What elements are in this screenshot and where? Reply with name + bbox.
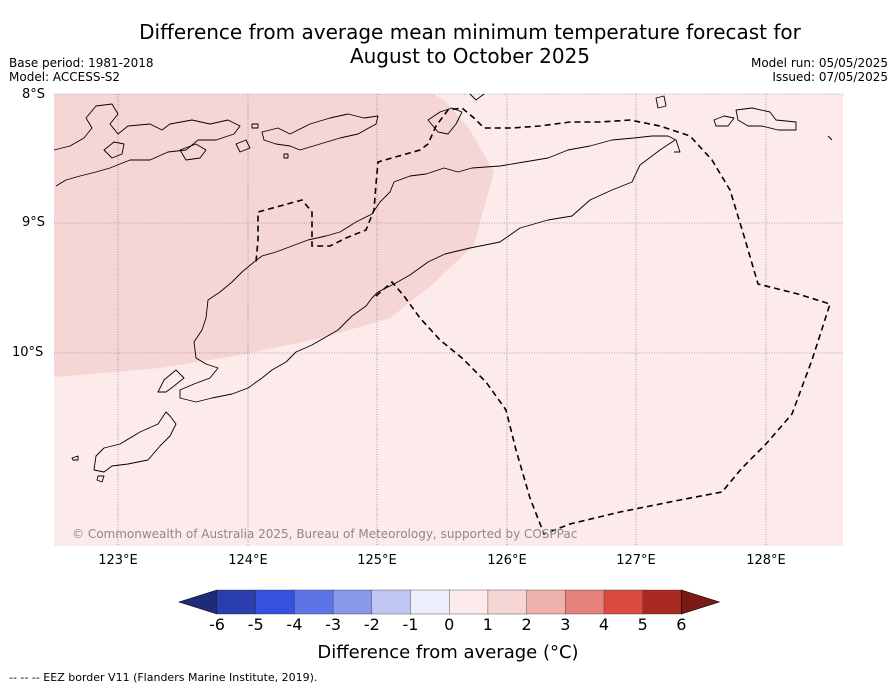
eez-footnote: -- -- -- EEZ border V11 (Flanders Marine… [9,671,318,684]
coastlines [53,93,833,483]
colorbar-tick-label: -2 [363,615,380,634]
coastline-dana [96,475,105,483]
map-title-line1: Difference from average mean minimum tem… [139,20,801,44]
colorbar-swatch [642,589,683,615]
colorbar [178,589,721,615]
coastline-pantar [235,139,251,153]
lon-label-128e: 128°E [746,553,786,568]
colorbar-tick-label: 5 [637,615,648,634]
colorbar-tick-label: -6 [209,615,225,634]
coastline-wetar [427,107,463,135]
coastline-island-b [179,143,207,161]
map-title-line2: August to October 2025 [349,44,591,68]
meta-right: Model run: 05/05/2025 Issued: 07/05/2025 [751,56,888,84]
coastline-moa [713,115,735,127]
coastline-island-a [103,141,125,159]
coastline-rote [93,411,177,473]
colorbar-tick-label: 3 [560,615,571,634]
issued-date: Issued: 07/05/2025 [772,70,888,84]
eez-border-timor-leste [255,107,832,536]
colorbar-label: Difference from average (°C) [317,642,579,663]
colorbar-tick-label: 0 [444,615,455,634]
lon-label-125e: 125°E [357,553,397,568]
model-name: Model: ACCESS-S2 [9,70,121,84]
lon-label-123e: 123°E [98,553,138,568]
meta-left: Base period: 1981-2018 Model: ACCESS-S2 [9,56,154,84]
colorbar-tick-label: 4 [598,615,610,634]
coastline-lakor [735,107,797,131]
coastline-leti [655,95,667,109]
lon-label-127e: 127°E [616,553,656,568]
colorbar-swatch [603,589,644,615]
colorbar-swatch [449,589,489,615]
coastline-small-2 [283,153,289,159]
colorbar-extend-low [178,589,218,615]
lon-label-124e: 124°E [228,553,268,568]
colorbar-swatch [294,589,334,615]
coastline-alor [261,113,379,151]
coastline-timor [179,135,681,403]
colorbar-tick-label: -5 [247,615,264,634]
model-run: Model run: 05/05/2025 [750,56,888,70]
colorbar-tick-label: -1 [402,615,419,634]
colorbar-swatch [255,589,296,615]
colorbar-swatch [371,589,412,615]
colorbar-tick-label: -4 [286,615,303,634]
coastline-ndao [71,455,79,461]
colorbar-swatch [332,589,373,615]
map-title: Difference from average mean minimum tem… [0,20,896,68]
lat-label-10s: 10°S [12,345,44,360]
graticule [54,93,843,546]
coastline-flores [53,103,241,187]
anomaly-band-1-2 [54,94,494,377]
coastline-small-east [827,135,833,141]
colorbar-tick-label: 1 [482,615,493,634]
colorbar-tick-label: -3 [325,615,342,634]
colorbar-tick-label: 2 [521,615,532,634]
copyright-notice: © Commonwealth of Australia 2025, Bureau… [72,527,577,541]
eez-border [255,107,832,536]
lat-label-8s: 8°S [22,87,46,102]
colorbar-swatch [216,589,257,615]
coastline-small-1 [251,123,259,129]
lon-label-126e: 126°E [487,553,527,568]
colorbar-swatch [565,589,605,615]
colorbar-swatch [526,589,566,615]
lat-label-9s: 9°S [22,215,46,230]
base-period: Base period: 1981-2018 [9,56,154,70]
coastline-semau [157,369,185,393]
colorbar-extend-high [681,589,721,615]
colorbar-swatch [487,589,528,615]
coastline-wetar-tip [469,93,485,101]
colorbar-tick-label: 6 [676,615,687,634]
colorbar-swatch [410,589,450,615]
